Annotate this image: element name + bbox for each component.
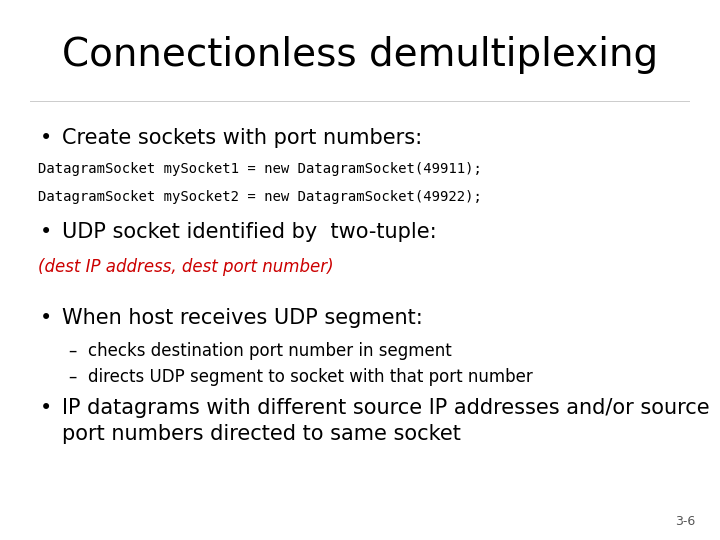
Text: –: – — [68, 368, 76, 386]
Text: directs UDP segment to socket with that port number: directs UDP segment to socket with that … — [88, 368, 533, 386]
Text: Connectionless demultiplexing: Connectionless demultiplexing — [62, 36, 658, 74]
Text: 3-6: 3-6 — [675, 515, 695, 528]
Text: (dest IP address, dest port number): (dest IP address, dest port number) — [38, 258, 333, 276]
Text: DatagramSocket mySocket2 = new DatagramSocket(49922);: DatagramSocket mySocket2 = new DatagramS… — [38, 190, 482, 204]
Text: When host receives UDP segment:: When host receives UDP segment: — [62, 308, 423, 328]
Text: Create sockets with port numbers:: Create sockets with port numbers: — [62, 128, 422, 148]
Text: port numbers directed to same socket: port numbers directed to same socket — [62, 424, 461, 444]
Text: •: • — [40, 128, 53, 148]
Text: •: • — [40, 398, 53, 418]
Text: •: • — [40, 308, 53, 328]
Text: DatagramSocket mySocket1 = new DatagramSocket(49911);: DatagramSocket mySocket1 = new DatagramS… — [38, 162, 482, 176]
Text: checks destination port number in segment: checks destination port number in segmen… — [88, 342, 451, 360]
Text: IP datagrams with different source IP addresses and/or source: IP datagrams with different source IP ad… — [62, 398, 710, 418]
Text: –: – — [68, 342, 76, 360]
Text: •: • — [40, 222, 53, 242]
Text: UDP socket identified by  two-tuple:: UDP socket identified by two-tuple: — [62, 222, 436, 242]
